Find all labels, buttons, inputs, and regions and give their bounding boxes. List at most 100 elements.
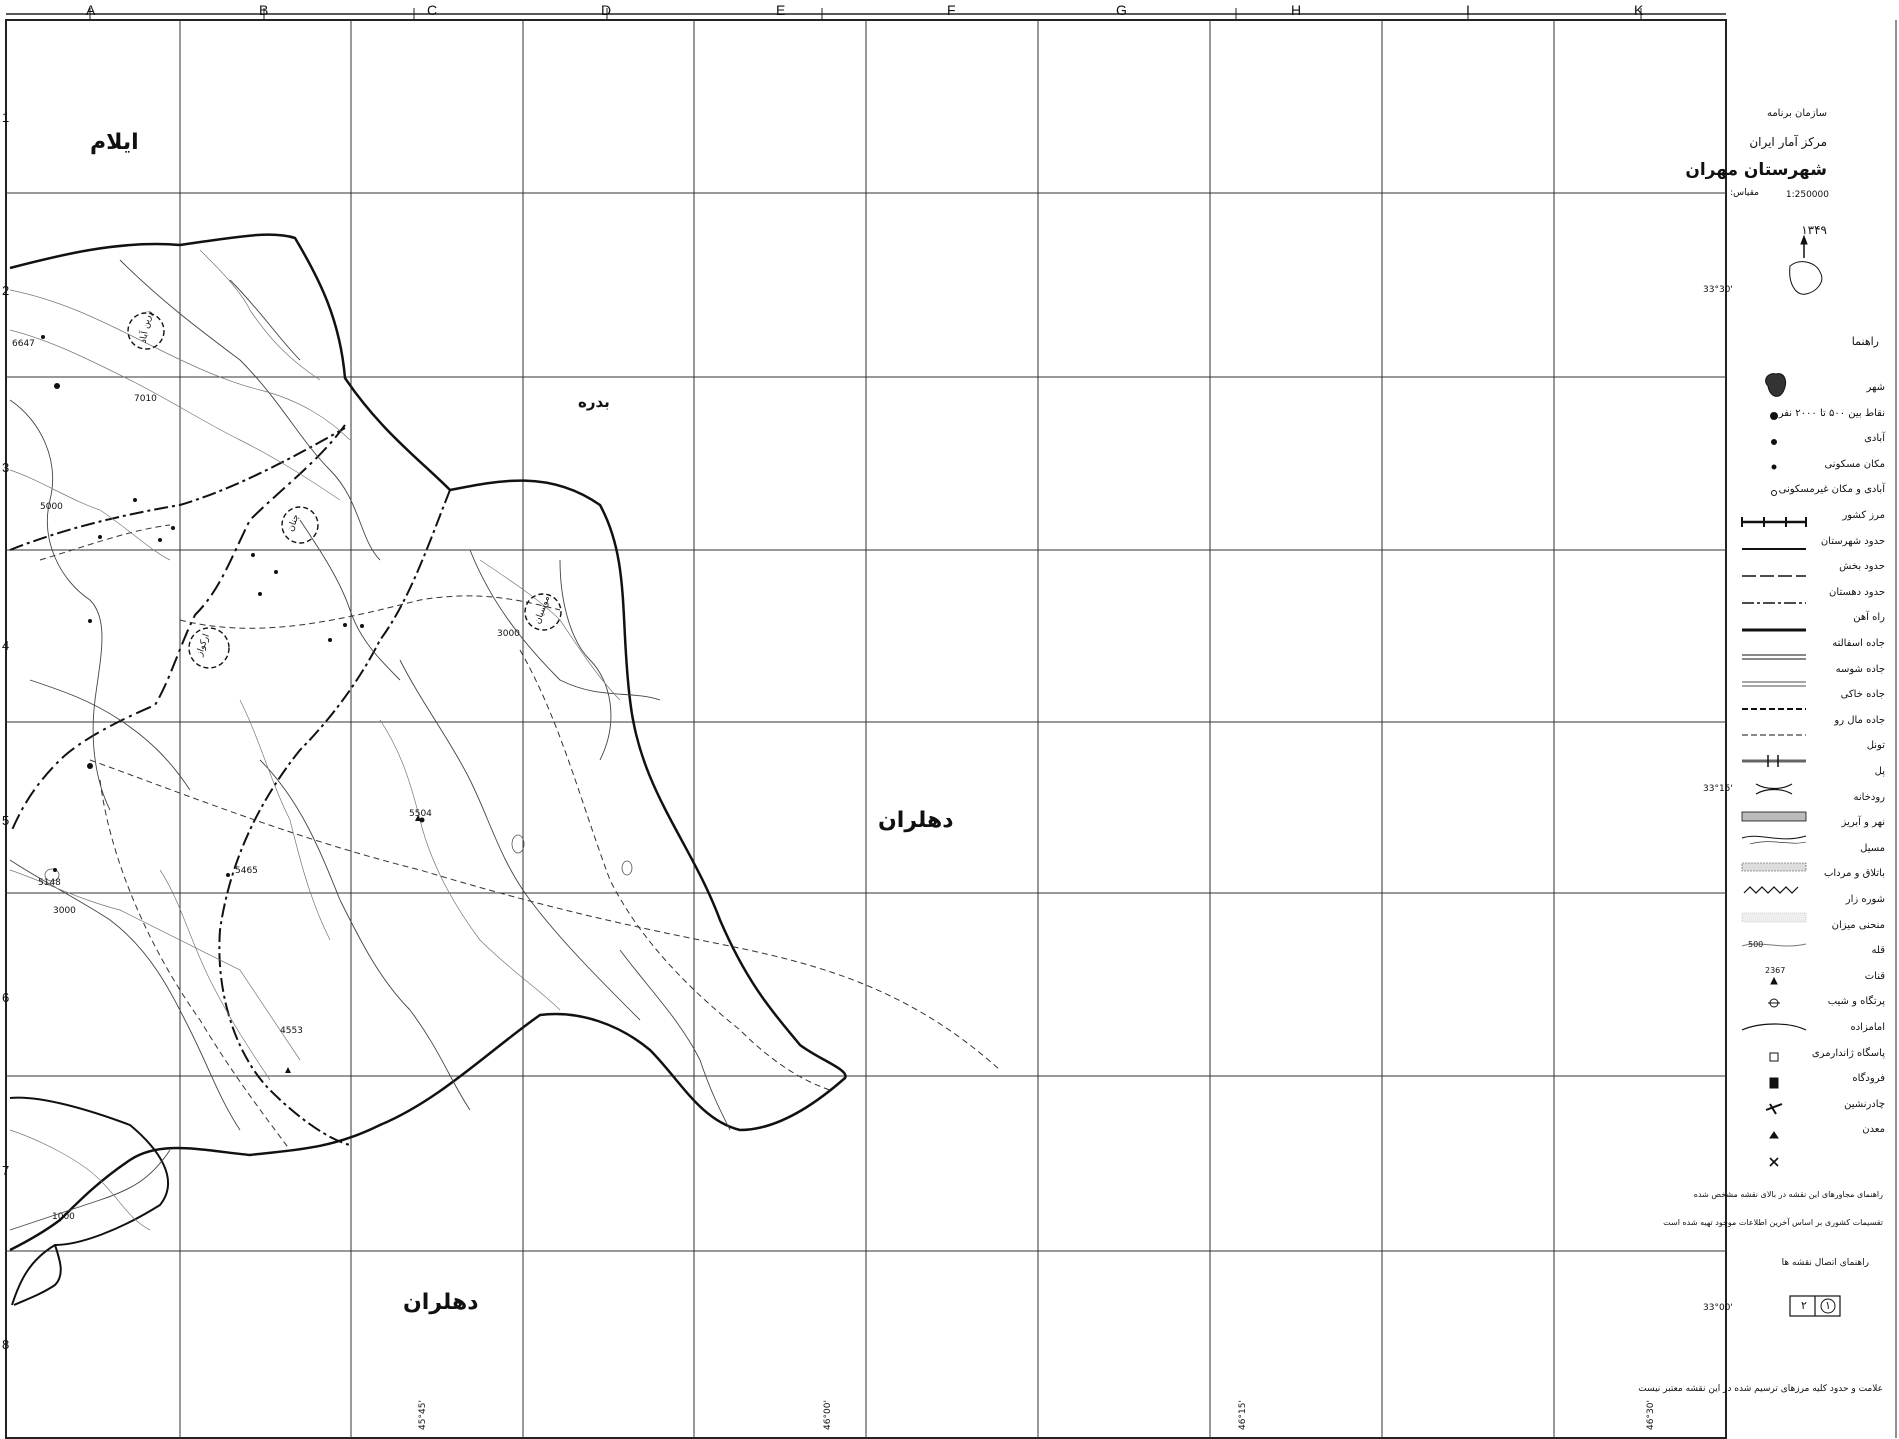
- streams: [9, 259, 731, 1231]
- legend-label: قنات: [1864, 970, 1885, 982]
- legend-label: جاده خاکی: [1840, 689, 1885, 701]
- district-boundary: [11, 424, 346, 831]
- legend-row-double-line: جاده اسفالته: [1735, 636, 1885, 656]
- legend-label: پاسگاه ژاندارمری: [1811, 1047, 1885, 1059]
- legend-row-airport: فرودگاه: [1735, 1071, 1885, 1091]
- legend-row-line-dash-long: حدود بخش: [1735, 559, 1885, 579]
- legend-label: آبادی و مکان غیرمسکونی: [1778, 484, 1885, 496]
- legend-label: نهر و آبریز: [1841, 817, 1885, 829]
- roads: [39, 524, 1001, 1151]
- lon-tick-1: 45°45': [417, 1400, 428, 1430]
- legend-row-peak: قله: [1735, 943, 1885, 963]
- contour-value-3000-east: 3000: [497, 629, 520, 639]
- row-label-1: 1: [2, 110, 10, 125]
- legend-label: شهر: [1866, 382, 1885, 393]
- note-2: تقسیمات کشوری بر اساس آخرین اطلاعات موجو…: [1663, 1218, 1883, 1227]
- legend-label: باتلاق و مرداب: [1823, 868, 1885, 880]
- legend-label: راه آهن: [1853, 612, 1885, 624]
- legend-label: جاده شوسه: [1835, 663, 1885, 675]
- county-boundary: [9, 233, 847, 1252]
- title-scale-value: 1:250000: [1785, 190, 1829, 200]
- note-1: راهنمای مجاورهای این نقشه در بالای نقشه …: [1693, 1190, 1883, 1199]
- column-label-k: K: [1634, 2, 1644, 18]
- legend-heading: راهنما: [1851, 335, 1879, 348]
- legend-label: شوره زار: [1845, 894, 1885, 905]
- legend-row-wash: مسیل: [1735, 841, 1885, 861]
- legend-row-cliff: پرتگاه و شیب: [1735, 994, 1885, 1014]
- legend-row-dot-mid: آبادی: [1735, 431, 1885, 451]
- row-label-2: 2: [2, 283, 10, 298]
- grid-vertical: [179, 20, 1555, 1438]
- settlements: [41, 335, 425, 877]
- legend-row-dashed-thin: جاده مال رو: [1735, 713, 1885, 733]
- legend-row-city: شهر: [1735, 380, 1885, 400]
- legend-row-dashed-bold: جاده خاکی: [1735, 687, 1885, 707]
- legend-row-line-thick: حدود شهرستان: [1735, 534, 1885, 554]
- legend-label: فرودگاه: [1852, 1073, 1885, 1085]
- place-label-dehloran-south: دهلران: [403, 1290, 479, 1315]
- legend-label: پل: [1874, 766, 1885, 777]
- column-label-a: A: [86, 2, 96, 18]
- title-scale-label: مقیاس:: [1730, 188, 1759, 198]
- top-ticks: [89, 8, 1642, 20]
- elevation-5504: 5504: [409, 809, 432, 819]
- legend-row-double-line-thin: جاده شوسه: [1735, 662, 1885, 682]
- lon-tick-4: 46°30': [1645, 1400, 1656, 1430]
- lat-tick-1: 33°30': [1703, 285, 1733, 295]
- lat-tick-3: 33°00': [1703, 1303, 1733, 1313]
- legend-row-salt: شوره زار: [1735, 892, 1885, 912]
- legend-label: مرز کشور: [1842, 510, 1885, 521]
- legend-row-dot-small: مکان مسکونی: [1735, 457, 1885, 477]
- lat-tick-2: 33°15': [1703, 784, 1733, 794]
- subdistrict-boundary: [9, 427, 451, 1146]
- legend-row-contour: منحنی میزان: [1735, 918, 1885, 938]
- contour-value-7010: 7010: [134, 394, 157, 404]
- row-label-3: 3: [2, 460, 10, 475]
- place-label-ilam: ایلام: [90, 130, 139, 155]
- footer-note: علامت و حدود کلیه مرزهای ترسیم شده در ای…: [1638, 1384, 1883, 1394]
- legend-label: حدود بخش: [1839, 561, 1885, 573]
- elevation-5148: 5148: [38, 878, 61, 888]
- column-label-f: F: [947, 2, 956, 18]
- legend-row-tent: چادرنشین: [1735, 1097, 1885, 1117]
- legend-row-railway: راه آهن: [1735, 610, 1885, 630]
- legend-row-stream: نهر و آبریز: [1735, 815, 1885, 835]
- legend-symbols: [1741, 234, 1841, 1317]
- legend-label: حدود شهرستان: [1820, 535, 1885, 547]
- row-label-4: 4: [2, 638, 10, 653]
- lon-tick-3: 46°15': [1237, 1400, 1248, 1430]
- legend-label: پرتگاه و شیب: [1827, 996, 1885, 1008]
- column-label-d: D: [601, 2, 612, 18]
- elevation-4553: 4553: [280, 1026, 303, 1036]
- legend-row-shrine: امامزاده: [1735, 1020, 1885, 1040]
- legend-row-border-country: مرز کشور: [1735, 508, 1885, 528]
- legend-row-river-wide: رودخانه: [1735, 790, 1885, 810]
- legend-row-line-dash-dot: حدود دهستان: [1735, 585, 1885, 605]
- place-label-badreh: بدره: [578, 393, 610, 411]
- legend-row-circle-open: آبادی و مکان غیرمسکونی: [1735, 482, 1885, 502]
- contour-value-1000: 1000: [52, 1212, 75, 1222]
- legend-row-mine: معدن: [1735, 1122, 1885, 1142]
- column-label-h: H: [1291, 2, 1302, 18]
- peaks: [285, 815, 421, 1073]
- row-label-6: 6: [2, 990, 10, 1005]
- legend-label: جاده مال رو: [1834, 714, 1885, 726]
- legend-label: منحنی میزان: [1831, 919, 1885, 931]
- column-label-i: I: [1466, 2, 1470, 18]
- legend-peak-value: 2367: [1765, 966, 1786, 975]
- row-label-7: 7: [2, 1163, 10, 1178]
- title-org: سازمان برنامه: [1766, 108, 1827, 119]
- legend-label: مسیل: [1860, 842, 1885, 854]
- legend-label: مکان مسکونی: [1824, 458, 1885, 470]
- legend-label: آبادی: [1864, 433, 1885, 445]
- elevation-5465: 5465: [235, 866, 258, 876]
- elevation-6647: 6647: [12, 339, 35, 349]
- contours: [9, 249, 621, 1231]
- row-label-5: 5: [2, 813, 10, 828]
- legend-label: نقاط بین ۵۰۰ تا ۲۰۰۰ نفر: [1778, 407, 1885, 419]
- place-label-dehloran-center: دهلران: [878, 808, 954, 833]
- southwest-boundary: [13, 1244, 62, 1306]
- legend-contour-value: 500: [1748, 940, 1764, 949]
- legend-row-post: پاسگاه ژاندارمری: [1735, 1046, 1885, 1066]
